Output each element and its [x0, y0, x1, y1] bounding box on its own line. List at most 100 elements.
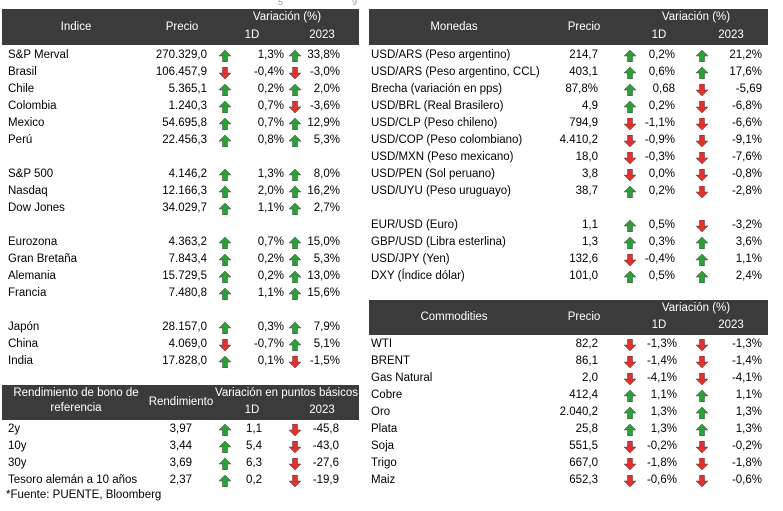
top-tick-9: 9	[352, 0, 358, 7]
row-name: Oro	[371, 406, 391, 418]
row-name: DXY (Índice dólar)	[371, 270, 465, 282]
indices-row: Nasdaq 12.166,3 2,0% 16,2%	[2, 183, 402, 200]
row-name: Chile	[8, 83, 35, 95]
currencies-row: USD/ARS (Peso argentino, CCL) 403,1 0,6% 17…	[369, 64, 769, 81]
arrow-up-icon	[218, 253, 232, 267]
currencies-row: USD/ARS (Peso argentino) 214,7 0,2% 21,2%	[369, 47, 769, 64]
row-name: Mexico	[8, 117, 45, 129]
row-name: USD/COP (Peso colombiano)	[371, 134, 523, 146]
indices-row: India 17.828,0 0,1% -1,5%	[2, 353, 402, 370]
arrow-up-icon	[218, 457, 232, 471]
row-name: Maiz	[371, 474, 396, 486]
arrow-up-icon	[288, 49, 302, 63]
row-price: 270.329,0	[155, 49, 207, 61]
row-price: 794,9	[569, 117, 598, 129]
row-price: 54.695,8	[162, 117, 207, 129]
row-change-1d: 6,3	[246, 457, 262, 469]
commodities-row: Plata 25,8 1,3% 1,3%	[369, 421, 769, 438]
arrow-down-icon	[695, 168, 709, 182]
arrow-down-icon	[218, 66, 232, 80]
arrow-down-icon	[695, 134, 709, 148]
arrow-up-icon	[218, 83, 232, 97]
arrow-up-icon	[695, 270, 709, 284]
row-price: 4.363,2	[168, 236, 207, 248]
row-change-2023: 15,0%	[307, 236, 340, 248]
row-change-1d: 2,0%	[257, 185, 284, 197]
currencies-row: EUR/USD (Euro) 1,1 0,5% -3,2%	[369, 217, 769, 234]
row-name: Perú	[8, 134, 33, 146]
indices-row: Mexico 54.695,8 0,7% 12,9%	[2, 115, 402, 132]
indices-row: S&P Merval 270.329,0 1,3% 33,8%	[2, 47, 402, 64]
row-change-1d: -0,9%	[644, 134, 675, 146]
row-change-2023: -1,3%	[731, 338, 762, 350]
row-yield: 2,37	[169, 474, 192, 486]
row-price: 2,0	[582, 372, 598, 384]
row-change-1d: -0,4%	[253, 66, 284, 78]
bonds-header-variation: Variación en puntos básicos	[215, 387, 358, 399]
currencies-row: GBP/USD (Libra esterlina) 1,3 0,3% 3,6%	[369, 234, 769, 251]
currencies-header-1d: 1D	[651, 29, 667, 41]
row-price: 652,3	[569, 474, 598, 486]
row-change-1d: 0,2%	[648, 100, 675, 112]
row-change-1d: -1,4%	[646, 355, 677, 367]
row-yield: 3,97	[169, 423, 192, 435]
currencies-header-2023: 2023	[718, 29, 744, 41]
currencies-header: Monedas Precio Variación (%) 1D 2023	[369, 9, 768, 45]
row-change-1d: 0,7%	[257, 117, 284, 129]
arrow-down-icon	[695, 100, 709, 114]
row-name: Tesoro alemán a 10 años	[8, 474, 138, 486]
row-yield: 3,44	[169, 440, 192, 452]
row-name: USD/ARS (Peso argentino)	[371, 49, 511, 61]
row-change-1d: 1,3%	[257, 168, 284, 180]
row-yield: 3,69	[169, 457, 192, 469]
indices-row: Brasil 106.457,9 -0,4% -3,0%	[2, 64, 402, 81]
arrow-down-icon	[695, 151, 709, 165]
row-price: 1.240,3	[168, 100, 207, 112]
arrow-up-icon	[695, 423, 709, 437]
row-price: 1,3	[582, 236, 598, 248]
row-price: 2.040,2	[559, 406, 598, 418]
row-name: Plata	[371, 423, 398, 435]
row-change-2023: -7,6%	[731, 151, 762, 163]
commodities-header-2023: 2023	[718, 319, 744, 331]
row-change-2023: 13,0%	[307, 270, 340, 282]
row-change-2023: 8,0%	[313, 168, 340, 180]
row-change-2023: -1,5%	[309, 355, 340, 367]
row-price: 412,4	[569, 389, 598, 401]
row-change-2023: 17,6%	[729, 66, 762, 78]
row-change-2023: -43,0	[312, 440, 339, 452]
indices-row: S&P 500 4.146,2 1,3% 8,0%	[2, 166, 402, 183]
row-name: WTI	[371, 338, 393, 350]
row-price: 12.166,3	[162, 185, 207, 197]
top-tick-5: 5	[278, 0, 284, 7]
row-change-2023: -45,8	[312, 423, 339, 435]
bonds-row: Tesoro alemán a 10 años 2,37 0,2 -19,9	[2, 472, 402, 489]
row-change-2023: 1,3%	[735, 406, 762, 418]
row-change-1d: 1,1%	[650, 389, 677, 401]
indices-row: Perú 22.456,3 0,8% 5,3%	[2, 132, 402, 149]
arrow-down-icon	[623, 338, 637, 352]
arrow-down-icon	[288, 440, 302, 454]
row-price: 7.843,4	[168, 253, 207, 265]
row-change-2023: -3,0%	[309, 66, 340, 78]
arrow-down-icon	[623, 151, 637, 165]
indices-row: Gran Bretaña 7.843,4 0,2% 5,3%	[2, 251, 402, 268]
bonds-header-name-2: referencia	[50, 402, 102, 414]
row-change-1d: 1,3%	[257, 49, 284, 61]
row-change-2023: 16,2%	[307, 185, 340, 197]
row-change-2023: -0,6%	[731, 474, 762, 486]
row-change-1d: -0,7%	[253, 338, 284, 350]
row-change-1d: -0,3%	[644, 151, 675, 163]
commodities-header-price: Precio	[567, 311, 601, 323]
currencies-header-name: Monedas	[430, 21, 478, 33]
row-change-1d: 0,2	[246, 474, 262, 486]
row-name: S&P Merval	[8, 49, 69, 61]
arrow-down-icon	[288, 457, 302, 471]
indices-header-2023: 2023	[309, 29, 335, 41]
row-change-2023: 33,8%	[307, 49, 340, 61]
bonds-row: 10y 3,44 5,4 -43,0	[2, 438, 402, 455]
arrow-down-icon	[695, 185, 709, 199]
row-name: 10y	[8, 440, 27, 452]
row-price: 132,6	[569, 253, 598, 265]
row-change-1d: 1,1%	[257, 287, 284, 299]
